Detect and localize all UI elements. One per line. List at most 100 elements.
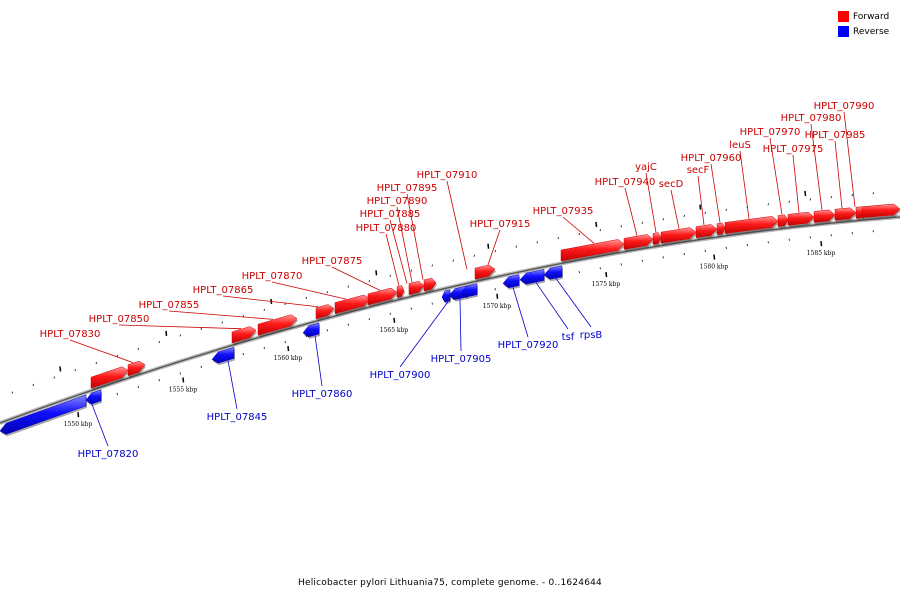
leader-line (535, 282, 569, 330)
gene-arrow-secd[interactable] (660, 227, 697, 244)
leader-line (396, 206, 413, 283)
legend-reverse-label: Reverse (853, 26, 890, 37)
minor-tick-bottom (872, 230, 874, 233)
minor-tick-top (704, 211, 706, 214)
gene-label-hplt_07830: HPLT_07830 (40, 329, 101, 340)
leader-line (697, 175, 705, 226)
minor-tick-bottom (200, 365, 202, 368)
gene-arrow-hplt_07885[interactable] (423, 277, 437, 292)
gene-label-hplt_07985: HPLT_07985 (805, 130, 866, 141)
minor-tick-top (305, 296, 307, 300)
minor-tick-top (179, 334, 181, 337)
leader-line (227, 360, 238, 410)
major-tick-bottom (287, 345, 290, 352)
minor-tick-top (725, 208, 727, 211)
minor-tick-top (368, 280, 370, 283)
minor-tick-bottom (410, 307, 412, 310)
axis-tick-label: 1550 kbp (64, 421, 93, 428)
minor-tick-top (767, 203, 769, 206)
gene-arrow-hplt_07865[interactable] (315, 304, 335, 320)
gene-arrow-hplt_07870[interactable] (367, 287, 398, 306)
leader-line (624, 187, 638, 236)
gene-label-yajc: yajC (635, 162, 657, 173)
gene-arrow-secf[interactable] (716, 222, 726, 235)
gene-arrow-hplt_07920[interactable] (502, 274, 520, 289)
major-tick-top (487, 243, 490, 249)
gene-arrow-hplt_07860[interactable] (302, 322, 320, 338)
gene-label-hplt_07850: HPLT_07850 (89, 314, 150, 325)
gene-label-hplt_07900: HPLT_07900 (370, 370, 431, 381)
minor-tick-bottom (326, 329, 328, 332)
gene-arrow-yajc[interactable] (652, 232, 662, 245)
minor-tick-top (515, 245, 517, 248)
gene-arrow-hplt_07940[interactable] (623, 234, 654, 250)
minor-tick-bottom (284, 340, 286, 344)
gene-label-rpsb: rpsB (580, 330, 603, 341)
minor-tick-bottom (788, 238, 790, 241)
minor-tick-bottom (158, 379, 160, 382)
minor-tick-bottom (179, 372, 181, 375)
label-layer: HPLT_07820 HPLT_07830 HPLT_07845 HPLT_07850… (40, 101, 875, 460)
gene-label-hplt_07860: HPLT_07860 (292, 389, 353, 400)
gene-arrow-hplt_07830[interactable] (90, 366, 129, 389)
gene-arrow-hplt_07875[interactable] (396, 285, 405, 298)
gene-arrow-hplt_07970[interactable] (777, 214, 789, 227)
axis-tick-label: 1585 kbp (807, 250, 836, 257)
leader-line (834, 140, 843, 209)
gene-arrow-hplt_07880[interactable] (408, 280, 425, 295)
leader-line (406, 193, 424, 280)
minor-tick-bottom (809, 236, 811, 239)
gene-arrow-hplt_07990[interactable] (861, 203, 900, 218)
minor-tick-top (32, 383, 34, 387)
gene-arrow-rpsb[interactable] (543, 265, 563, 280)
leader-line (645, 172, 657, 233)
gene-arrow-hplt_07975[interactable] (787, 211, 815, 226)
gene-arrow-hplt_07855[interactable] (257, 314, 298, 336)
leader-line (91, 404, 109, 447)
gene-arrow-secf[interactable] (695, 224, 718, 238)
legend-forward-label: Forward (853, 11, 890, 22)
leader-line (118, 324, 242, 330)
gene-arrow-hplt_07850[interactable] (231, 326, 257, 344)
gene-label-secf: secF (687, 165, 710, 176)
gene-arrow-hplt_07905[interactable] (460, 283, 478, 298)
gene-arrow-hplt_07980[interactable] (813, 209, 836, 223)
leader-line (562, 216, 595, 244)
gene-arrow-hplt_07935[interactable] (560, 239, 625, 262)
minor-tick-top (53, 376, 55, 379)
leader-line (459, 298, 462, 352)
leader-line (446, 180, 468, 270)
minor-tick-bottom (494, 288, 496, 291)
minor-tick-bottom (641, 259, 643, 262)
gene-arrow-hplt_07910[interactable] (474, 264, 496, 280)
major-tick-bottom (496, 293, 499, 299)
major-tick-top (804, 190, 807, 197)
leader-line (769, 137, 783, 215)
minor-tick-top (599, 229, 601, 232)
minor-tick-bottom (347, 323, 349, 326)
leader-line (385, 233, 400, 286)
legend: Forward Reverse (838, 9, 889, 39)
major-tick-bottom (77, 412, 80, 418)
leader-line (69, 339, 134, 363)
gene-arrow-hplt_07865[interactable] (334, 294, 371, 314)
major-tick-top (165, 330, 168, 336)
gene-arrow-hplt_07820[interactable] (0, 394, 87, 435)
leader-line (271, 281, 347, 300)
gene-arrow-hplt_07830[interactable] (127, 360, 146, 377)
gene-arrow-hplt_07900[interactable] (441, 289, 451, 303)
minor-tick-top (473, 254, 475, 257)
minor-tick-top (221, 321, 223, 324)
leader-line (399, 301, 449, 368)
minor-tick-top (620, 225, 622, 228)
gene-label-hplt_07890: HPLT_07890 (367, 196, 428, 207)
minor-tick-bottom (620, 263, 622, 266)
gene-arrow-leus[interactable] (724, 216, 779, 234)
gene-arrow-hplt_07820[interactable] (85, 389, 102, 405)
minor-tick-top (263, 308, 265, 312)
gene-arrow-hplt_07845[interactable] (211, 346, 235, 364)
gene-label-hplt_07885: HPLT_07885 (360, 209, 421, 220)
gene-label-hplt_07870: HPLT_07870 (242, 271, 303, 282)
gene-arrow-hplt_07985[interactable] (834, 207, 857, 221)
